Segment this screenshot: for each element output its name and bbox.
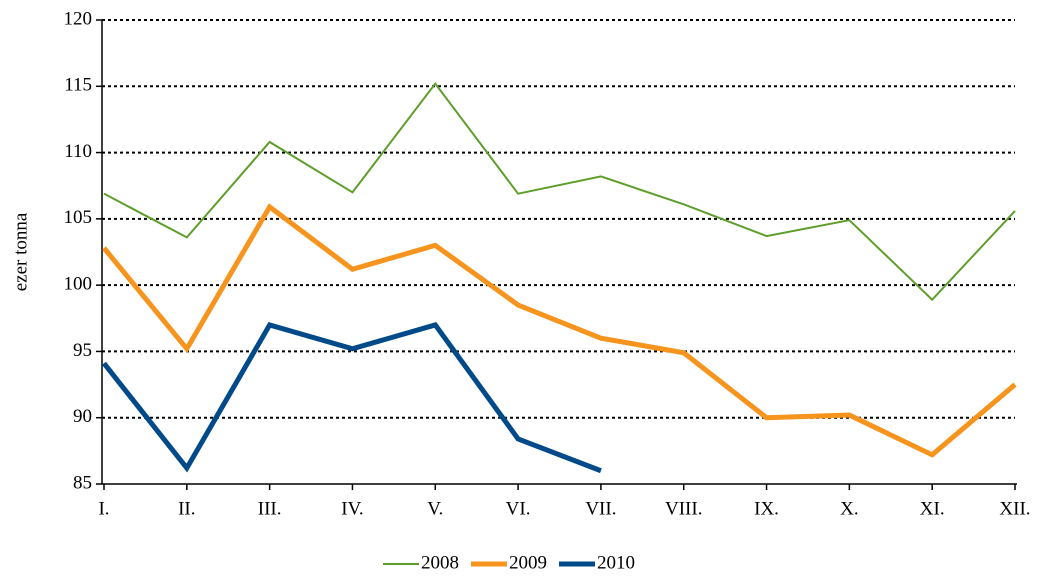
series-line <box>102 321 602 474</box>
x-tick-label: II. <box>178 498 195 519</box>
y-tick-label: 85 <box>73 472 92 493</box>
x-tick-label: VII. <box>585 498 616 519</box>
y-tick-label: 110 <box>64 141 92 162</box>
x-tick-label: I. <box>98 498 109 519</box>
x-tick-label: X. <box>840 498 858 519</box>
x-tick-label: IX. <box>754 498 779 519</box>
x-tick-label: V. <box>427 498 443 519</box>
x-tick-label: IV. <box>341 498 363 519</box>
x-tick-label: VI. <box>506 498 531 519</box>
y-tick-label: 115 <box>64 75 92 96</box>
legend-label: 2010 <box>597 552 635 573</box>
x-tick-label: III. <box>258 498 282 519</box>
x-tick-label: VIII. <box>665 498 702 519</box>
x-tick-label: XII. <box>999 498 1030 519</box>
series-line <box>103 81 1016 302</box>
y-axis-label: ezer tonna <box>10 212 31 291</box>
y-tick-label: 105 <box>64 207 93 228</box>
y-tick-label: 120 <box>64 8 93 29</box>
legend-label: 2009 <box>509 552 547 573</box>
y-tick-label: 90 <box>73 406 92 427</box>
x-tick-label: XI. <box>920 498 945 519</box>
legend-label: 2008 <box>421 552 459 573</box>
y-tick-label: 95 <box>73 340 92 361</box>
series-line <box>102 203 1017 458</box>
y-tick-label: 100 <box>64 274 93 295</box>
